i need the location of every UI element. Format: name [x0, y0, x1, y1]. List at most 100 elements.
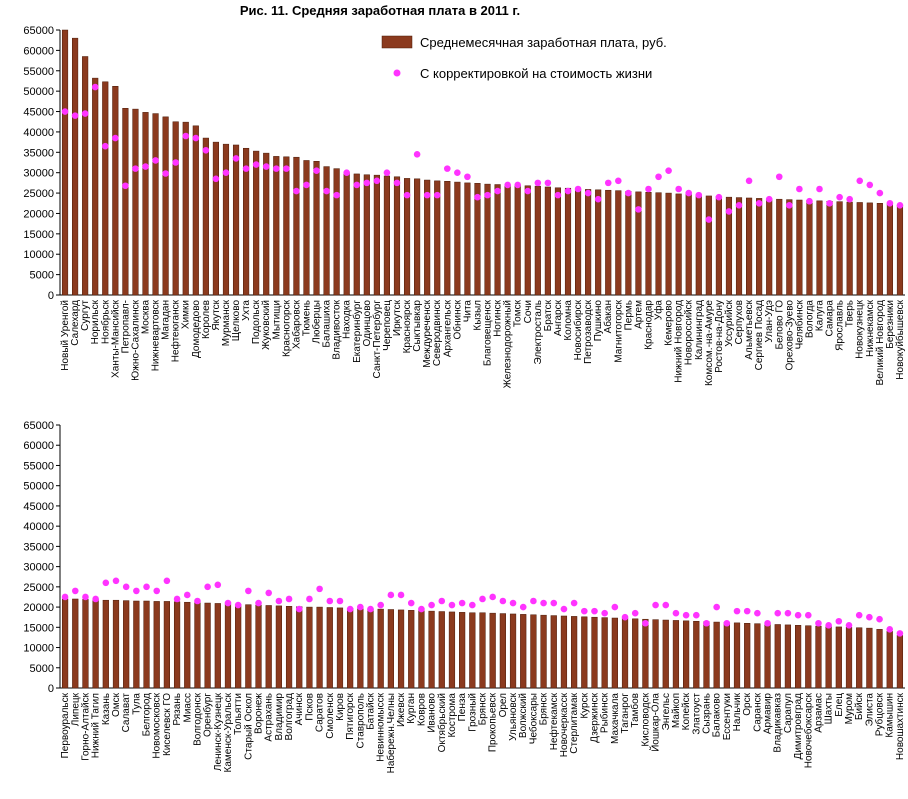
point: [464, 173, 471, 181]
point: [133, 587, 140, 595]
point: [262, 163, 270, 170]
bar: [826, 200, 833, 296]
point: [672, 609, 680, 617]
bar: [796, 199, 803, 296]
x-tick-label: Северодвинск: [432, 299, 443, 366]
x-tick-label: Рязань: [172, 693, 183, 726]
bar: [142, 112, 149, 296]
point: [494, 187, 501, 195]
bar: [652, 619, 659, 689]
bar: [224, 603, 232, 689]
point: [418, 605, 425, 613]
x-tick-label: Салават: [121, 693, 132, 733]
bar: [846, 201, 853, 296]
point: [272, 165, 280, 172]
point: [283, 165, 290, 172]
point: [621, 613, 629, 621]
x-tick-label: Брянск: [539, 692, 550, 725]
point: [774, 609, 782, 617]
bar: [474, 183, 481, 296]
point: [703, 619, 710, 627]
x-tick-label: Октябрьский: [436, 693, 448, 752]
x-tick-label: Старый Оскол: [243, 693, 254, 760]
bar: [786, 199, 793, 296]
x-tick-label: Махачкала: [610, 693, 621, 744]
x-tick-label: Липецк: [70, 692, 81, 726]
x-tick-label: Чита: [462, 300, 473, 323]
x-tick-label: Томск: [513, 299, 524, 327]
point: [275, 597, 283, 605]
bar: [428, 610, 435, 689]
bar: [192, 125, 199, 296]
bar: [625, 191, 632, 296]
bar: [61, 598, 69, 689]
bar: [275, 605, 282, 689]
bar: [357, 608, 364, 689]
bar: [112, 599, 120, 689]
bar: [377, 608, 384, 689]
bar: [424, 179, 431, 296]
x-tick-label: Екатеринбург: [351, 300, 363, 363]
bar: [464, 182, 471, 296]
legend-swatch: [381, 35, 413, 49]
x-tick-label: Кызыл: [472, 300, 483, 331]
x-tick-label: Москва: [141, 300, 152, 335]
bar: [323, 166, 330, 296]
point: [662, 601, 670, 609]
x-tick-label: Грозный: [467, 693, 478, 732]
bar: [806, 200, 813, 296]
x-tick-label: Нижнекамск: [865, 299, 876, 357]
x-tick-label: Иваново: [427, 693, 438, 733]
point: [866, 613, 873, 621]
point: [303, 181, 310, 189]
point: [845, 621, 853, 629]
bar: [172, 121, 179, 296]
x-tick-label: Белгород: [142, 693, 153, 737]
point: [645, 185, 652, 193]
x-tick-label: Королев: [201, 300, 212, 339]
point: [255, 599, 262, 607]
x-tick-label: Невинномысск: [376, 692, 387, 761]
point: [336, 597, 344, 605]
bar: [403, 178, 411, 296]
bar: [662, 619, 669, 689]
x-tick-label: Новый Уренгой: [60, 300, 71, 371]
bar: [544, 186, 551, 296]
bar: [540, 614, 547, 689]
bar: [504, 184, 511, 296]
x-tick-label: Камышин: [885, 693, 896, 738]
bar: [204, 602, 211, 689]
y-tick-label: 45000: [23, 501, 54, 513]
x-tick-label: Благовещенск: [483, 299, 494, 366]
x-tick-label: Новокузнецк: [855, 299, 866, 358]
y-tick-label: 15000: [23, 622, 54, 634]
bar: [313, 161, 320, 296]
x-tick-label: Кострома: [447, 693, 458, 738]
bar: [153, 601, 160, 689]
bar: [194, 602, 201, 689]
point: [224, 599, 232, 607]
x-tick-label: Волгоград: [284, 693, 295, 741]
bar: [621, 618, 629, 689]
x-tick-label: Пермь: [623, 300, 634, 330]
y-tick-label: 0: [48, 290, 54, 302]
point: [373, 177, 381, 185]
point: [102, 579, 110, 587]
x-tick-label: Саранск: [752, 692, 763, 732]
x-tick-label: Челябинск: [793, 299, 805, 349]
bar: [534, 185, 541, 296]
y-tick-label: 50000: [23, 481, 54, 493]
bar: [72, 598, 79, 689]
point: [71, 587, 79, 595]
y-tick-label: 40000: [23, 127, 54, 139]
x-tick-label: Балашиха: [322, 300, 333, 348]
point: [815, 619, 822, 627]
x-tick-label: Якутск: [211, 299, 222, 330]
x-tick-label: Магнитогорск: [613, 299, 624, 362]
bar: [245, 604, 252, 689]
bar: [595, 189, 602, 296]
x-tick-label: Ленинск-Кузнецк: [213, 692, 224, 771]
point: [642, 619, 649, 627]
x-tick-label: Первоуральск: [60, 692, 71, 758]
x-tick-label: Рыбинск: [599, 692, 611, 733]
